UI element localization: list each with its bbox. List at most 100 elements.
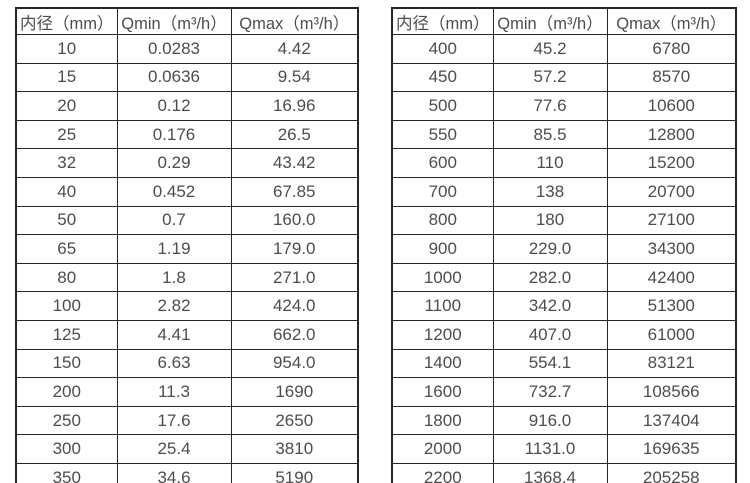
table-cell: 450 — [391, 62, 494, 93]
table-cell: 0.7 — [116, 205, 232, 236]
table-cell: 25.4 — [116, 434, 232, 464]
table-row: 700 138 20700 — [391, 176, 737, 207]
table-cell: 15200 — [606, 148, 737, 178]
table-cell: 45.2 — [492, 34, 608, 64]
table-cell: 11.3 — [116, 377, 232, 407]
table-row: 1100 342.0 51300 — [391, 291, 737, 321]
table-cell: 300 — [15, 434, 118, 464]
table-cell: 1000 — [391, 262, 494, 293]
table-cell: 6.63 — [116, 348, 232, 379]
table-cell: 954.0 — [230, 348, 359, 379]
table-row: 1000 282.0 42400 — [391, 262, 737, 293]
table-cell: 0.176 — [116, 119, 232, 150]
table-row: 125 4.41 662.0 — [15, 319, 359, 350]
table-row: 2000 1131.0 169635 — [391, 434, 737, 464]
header-row: 内径（mm） Qmin（m³/h） Qmax（m³/h） — [391, 7, 737, 35]
table-cell: 2.82 — [116, 291, 232, 321]
table-cell: 100 — [15, 291, 118, 321]
table-cell: 732.7 — [492, 377, 608, 407]
table-cell: 125 — [15, 319, 118, 350]
table-cell: 12800 — [606, 119, 737, 150]
table-cell: 800 — [391, 205, 494, 236]
header-qmin: Qmin（m³/h） — [492, 7, 608, 35]
table-cell: 4.41 — [116, 319, 232, 350]
table-cell: 0.452 — [116, 176, 232, 207]
table-cell: 20700 — [606, 176, 737, 207]
table-cell: 27100 — [606, 205, 737, 236]
table-header: 内径（mm） Qmin（m³/h） Qmax（m³/h） — [15, 7, 359, 35]
table-cell: 16.96 — [230, 91, 359, 121]
table-row: 350 34.6 5190 — [15, 462, 359, 483]
table-row: 600 110 15200 — [391, 148, 737, 178]
table-cell: 25 — [15, 119, 118, 150]
table-cell: 250 — [15, 405, 118, 436]
table-cell: 550 — [391, 119, 494, 150]
table-cell: 1400 — [391, 348, 494, 379]
table-row: 900 229.0 34300 — [391, 234, 737, 264]
table-cell: 15 — [15, 62, 118, 93]
table-cell: 1.8 — [116, 262, 232, 293]
table-cell: 407.0 — [492, 319, 608, 350]
flow-rate-table-large-diameters: 内径（mm） Qmin（m³/h） Qmax（m³/h） 400 45.2 6780… — [391, 7, 737, 483]
table-row: 1800 916.0 137404 — [391, 405, 737, 436]
table-cell: 500 — [391, 91, 494, 121]
table-cell: 662.0 — [230, 319, 359, 350]
table-cell: 32 — [15, 148, 118, 178]
table-cell: 26.5 — [230, 119, 359, 150]
table-row: 300 25.4 3810 — [15, 434, 359, 464]
table-cell: 50 — [15, 205, 118, 236]
table-cell: 150 — [15, 348, 118, 379]
table-cell: 77.6 — [492, 91, 608, 121]
table-cell: 3810 — [230, 434, 359, 464]
table-cell: 83121 — [606, 348, 737, 379]
table-cell: 0.29 — [116, 148, 232, 178]
table-cell: 1200 — [391, 319, 494, 350]
table-cell: 138 — [492, 176, 608, 207]
table-cell: 0.12 — [116, 91, 232, 121]
table-cell: 900 — [391, 234, 494, 264]
table-cell: 282.0 — [492, 262, 608, 293]
flow-rate-table-small-diameters: 内径（mm） Qmin（m³/h） Qmax（m³/h） 10 0.0283 4.4… — [15, 7, 359, 483]
table-cell: 10600 — [606, 91, 737, 121]
table-row: 1400 554.1 83121 — [391, 348, 737, 379]
header-qmax: Qmax（m³/h） — [230, 7, 359, 35]
table-cell: 9.54 — [230, 62, 359, 93]
table-body: 10 0.0283 4.42 15 0.0636 9.54 20 0.12 16.96 25 0.1… — [15, 34, 359, 483]
table-header: 内径（mm） Qmin（m³/h） Qmax（m³/h） — [391, 7, 737, 35]
table-cell: 1600 — [391, 377, 494, 407]
table-cell: 1100 — [391, 291, 494, 321]
table-cell: 40 — [15, 176, 118, 207]
table-cell: 400 — [391, 34, 494, 64]
table-cell: 0.0636 — [116, 62, 232, 93]
table-row: 150 6.63 954.0 — [15, 348, 359, 379]
table-cell: 350 — [15, 462, 118, 483]
table-cell: 160.0 — [230, 205, 359, 236]
table-row: 65 1.19 179.0 — [15, 234, 359, 264]
table-cell: 10 — [15, 34, 118, 64]
table-row: 400 45.2 6780 — [391, 34, 737, 64]
table-cell: 137404 — [606, 405, 737, 436]
header-qmax: Qmax（m³/h） — [606, 7, 737, 35]
table-cell: 229.0 — [492, 234, 608, 264]
header-row: 内径（mm） Qmin（m³/h） Qmax（m³/h） — [15, 7, 359, 35]
table-cell: 554.1 — [492, 348, 608, 379]
table-row: 550 85.5 12800 — [391, 119, 737, 150]
table-cell: 2000 — [391, 434, 494, 464]
table-cell: 42400 — [606, 262, 737, 293]
table-row: 40 0.452 67.85 — [15, 176, 359, 207]
table-cell: 2200 — [391, 462, 494, 483]
table-row: 250 17.6 2650 — [15, 405, 359, 436]
table-cell: 4.42 — [230, 34, 359, 64]
table-cell: 2650 — [230, 405, 359, 436]
table-cell: 34.6 — [116, 462, 232, 483]
table-cell: 80 — [15, 262, 118, 293]
table-cell: 271.0 — [230, 262, 359, 293]
table-cell: 57.2 — [492, 62, 608, 93]
table-cell: 424.0 — [230, 291, 359, 321]
table-cell: 0.0283 — [116, 34, 232, 64]
table-cell: 6780 — [606, 34, 737, 64]
table-cell: 1800 — [391, 405, 494, 436]
table-cell: 5190 — [230, 462, 359, 483]
table-cell: 700 — [391, 176, 494, 207]
